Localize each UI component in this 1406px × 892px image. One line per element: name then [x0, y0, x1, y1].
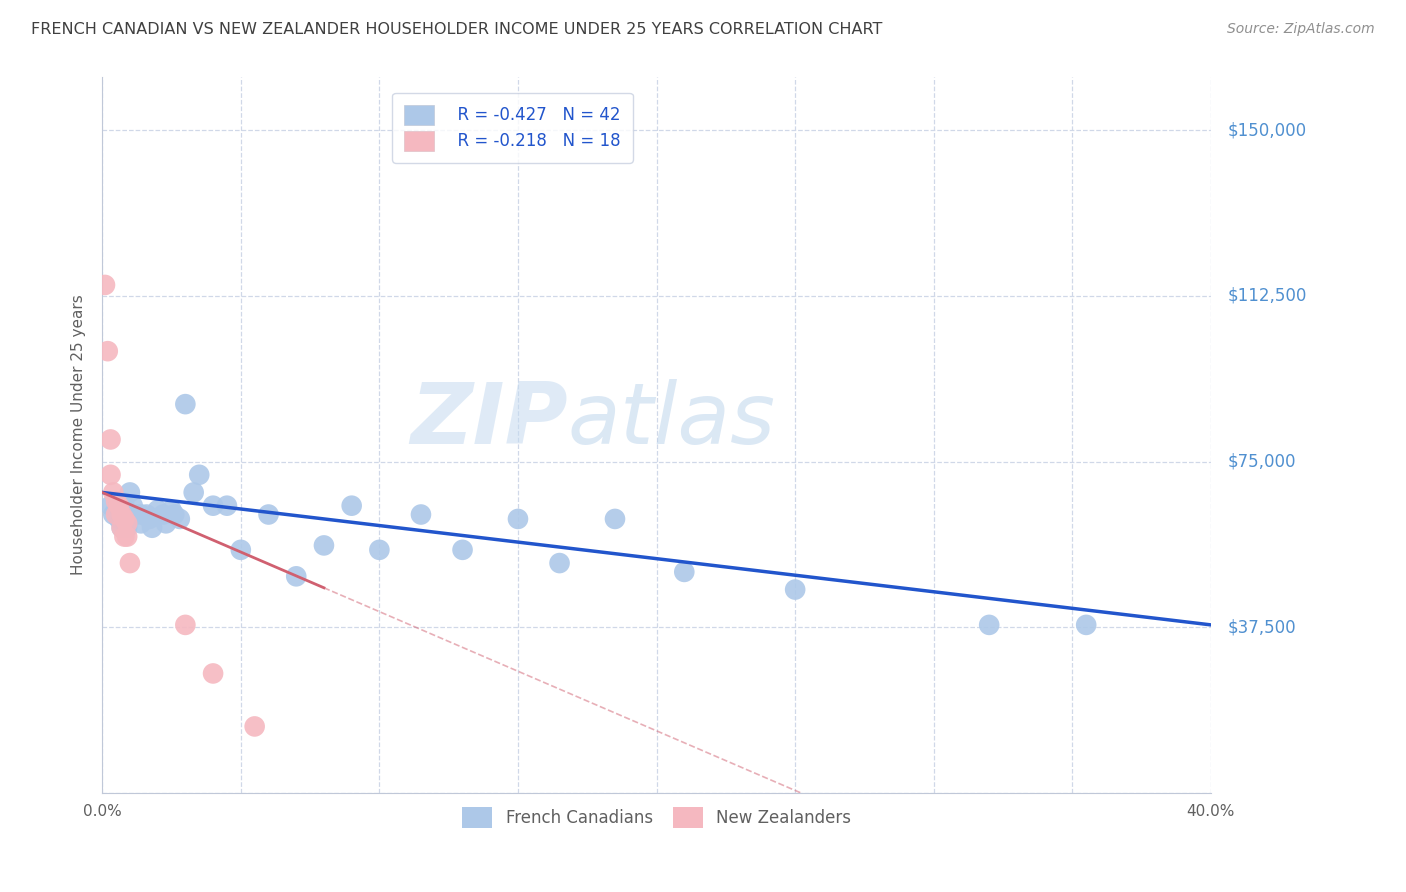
Point — [115, 516, 138, 531]
Text: $112,500: $112,500 — [1227, 287, 1308, 305]
Point — [110, 521, 132, 535]
Point — [100, 499, 122, 513]
Point — [1076, 618, 1098, 632]
Point — [368, 542, 391, 557]
Point — [100, 467, 122, 482]
Point — [160, 503, 183, 517]
Point — [103, 508, 125, 522]
Legend: French Canadians, New Zealanders: French Canadians, New Zealanders — [456, 801, 858, 834]
Point — [202, 666, 225, 681]
Point — [115, 521, 138, 535]
Point — [979, 618, 1001, 632]
Text: FRENCH CANADIAN VS NEW ZEALANDER HOUSEHOLDER INCOME UNDER 25 YEARS CORRELATION C: FRENCH CANADIAN VS NEW ZEALANDER HOUSEHO… — [31, 22, 883, 37]
Point — [129, 508, 152, 522]
Point — [174, 397, 197, 411]
Point — [110, 508, 132, 522]
Point — [141, 521, 163, 535]
Point — [163, 508, 186, 522]
Point — [174, 618, 197, 632]
Point — [285, 569, 308, 583]
Text: Source: ZipAtlas.com: Source: ZipAtlas.com — [1227, 22, 1375, 37]
Point — [110, 521, 132, 535]
Point — [312, 538, 335, 552]
Point — [243, 719, 266, 733]
Point — [115, 530, 138, 544]
Point — [673, 565, 696, 579]
Point — [94, 277, 117, 292]
Y-axis label: Householder Income Under 25 years: Householder Income Under 25 years — [72, 294, 86, 575]
Point — [112, 530, 135, 544]
Point — [229, 542, 252, 557]
Point — [257, 508, 280, 522]
Point — [124, 508, 146, 522]
Point — [115, 508, 138, 522]
Point — [118, 556, 141, 570]
Point — [112, 499, 135, 513]
Point — [202, 499, 225, 513]
Point — [105, 494, 128, 508]
Point — [103, 485, 125, 500]
Point — [138, 512, 160, 526]
Point — [110, 508, 132, 522]
Text: ZIP: ZIP — [411, 379, 568, 462]
Point — [409, 508, 432, 522]
Text: $75,000: $75,000 — [1227, 452, 1296, 471]
Point — [146, 503, 169, 517]
Point — [135, 508, 157, 522]
Point — [105, 508, 128, 522]
Point — [340, 499, 363, 513]
Point — [121, 499, 143, 513]
Point — [129, 516, 152, 531]
Point — [451, 542, 474, 557]
Point — [183, 485, 205, 500]
Text: $150,000: $150,000 — [1227, 121, 1306, 139]
Point — [152, 508, 174, 522]
Point — [603, 512, 626, 526]
Point — [112, 512, 135, 526]
Point — [97, 344, 120, 359]
Point — [108, 499, 131, 513]
Point — [155, 516, 177, 531]
Point — [785, 582, 807, 597]
Point — [215, 499, 238, 513]
Point — [548, 556, 571, 570]
Point — [118, 485, 141, 500]
Text: $37,500: $37,500 — [1227, 618, 1296, 636]
Point — [506, 512, 529, 526]
Point — [169, 512, 191, 526]
Point — [188, 467, 211, 482]
Point — [108, 512, 131, 526]
Point — [100, 433, 122, 447]
Text: atlas: atlas — [568, 379, 776, 462]
